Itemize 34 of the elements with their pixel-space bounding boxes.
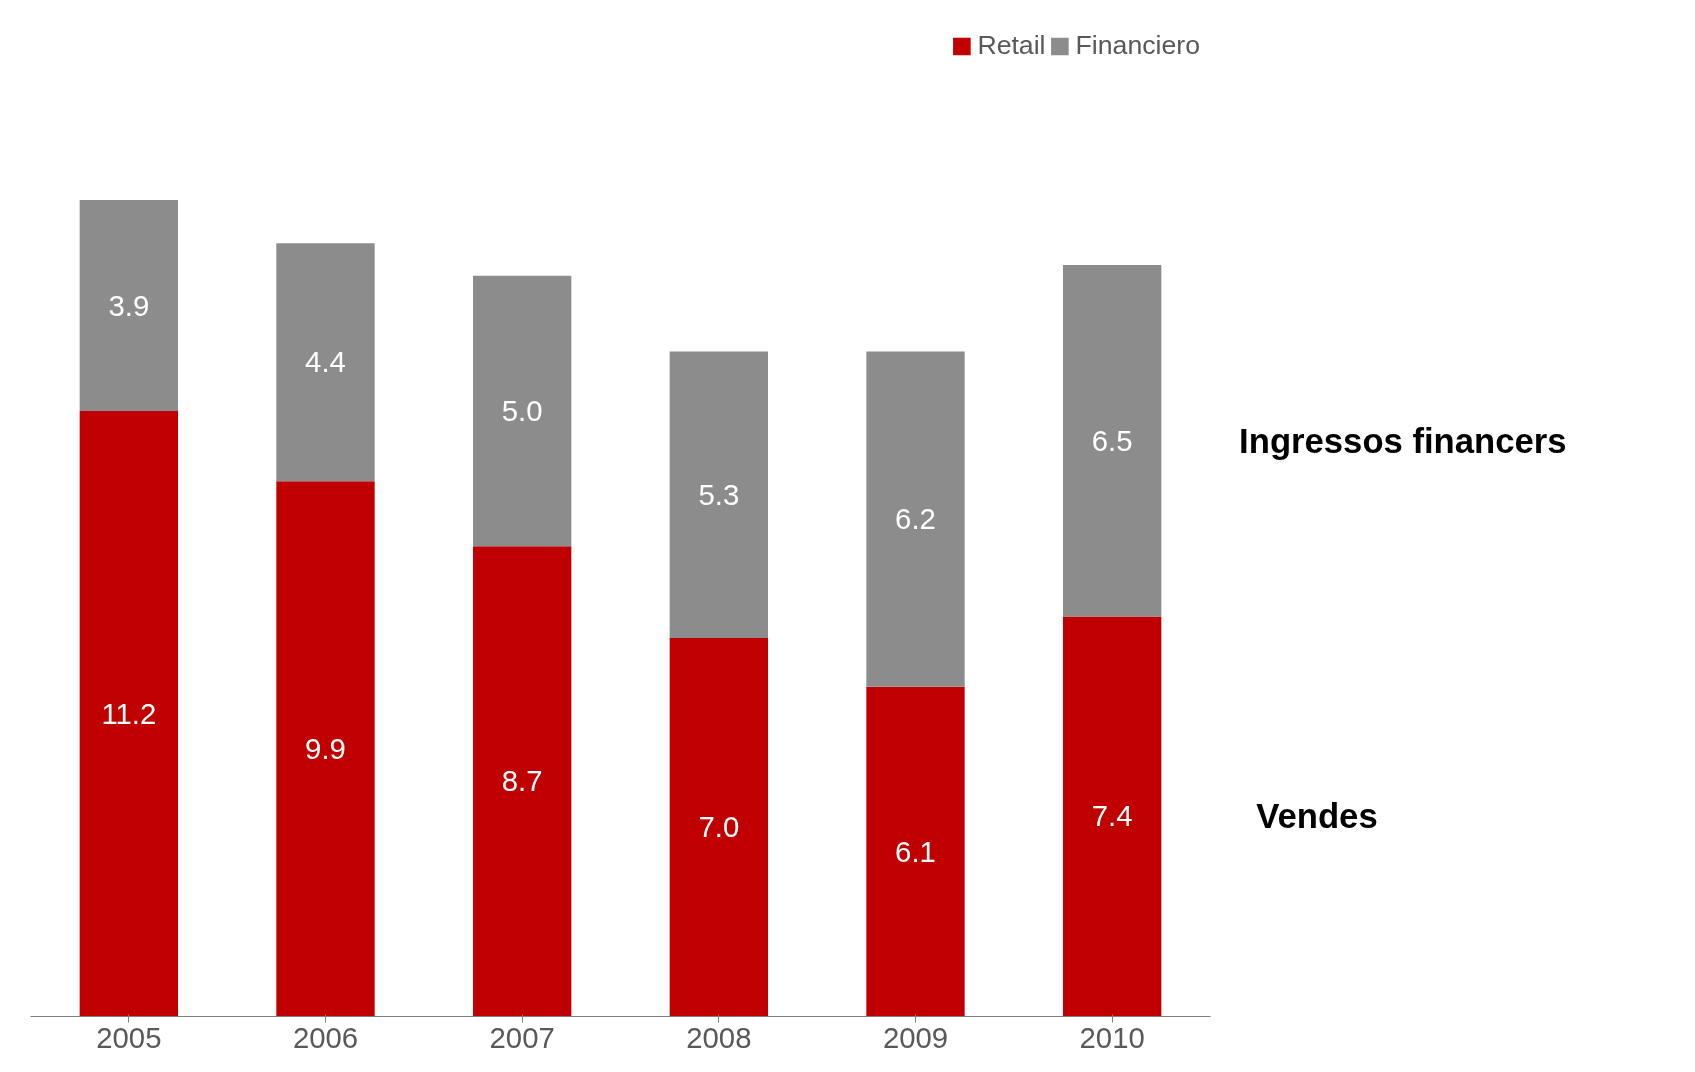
data-label: 3.9 (108, 288, 150, 322)
data-label: 7.0 (698, 810, 740, 844)
bar (276, 243, 375, 482)
data-label: 8.7 (501, 764, 543, 798)
data-label: 7.4 (1091, 799, 1133, 833)
data-label: 11.2 (101, 696, 157, 730)
bar (669, 351, 768, 639)
x-tick-label: 2006 (292, 1020, 359, 1054)
legend-label: Retail (977, 30, 1046, 61)
bar (866, 686, 965, 1017)
bar (473, 275, 572, 547)
x-tick-label: 2007 (489, 1020, 555, 1054)
data-label: 6.1 (895, 834, 936, 868)
bar (1063, 616, 1162, 1017)
legend-label: Financiero (1075, 30, 1200, 61)
data-label: 5.0 (501, 393, 543, 427)
data-label: 6.5 (1091, 423, 1133, 457)
x-tick-label: 2005 (96, 1020, 162, 1054)
bar (79, 410, 178, 1017)
data-label: 9.9 (305, 731, 346, 765)
text: Ingressos financers (1239, 421, 1567, 460)
x-tick-label: 2008 (686, 1020, 752, 1054)
bar (866, 351, 965, 687)
text: Vendes (1256, 797, 1378, 836)
bar (276, 481, 375, 1017)
bar (79, 200, 178, 411)
bar (473, 546, 572, 1017)
data-label: 4.4 (305, 345, 346, 379)
bar (669, 638, 768, 1017)
bar (1063, 264, 1162, 617)
x-tick-label: 2010 (1079, 1020, 1145, 1054)
data-label: 6.2 (895, 502, 936, 536)
data-label: 5.3 (698, 477, 740, 511)
x-tick-label: 2009 (882, 1020, 949, 1054)
